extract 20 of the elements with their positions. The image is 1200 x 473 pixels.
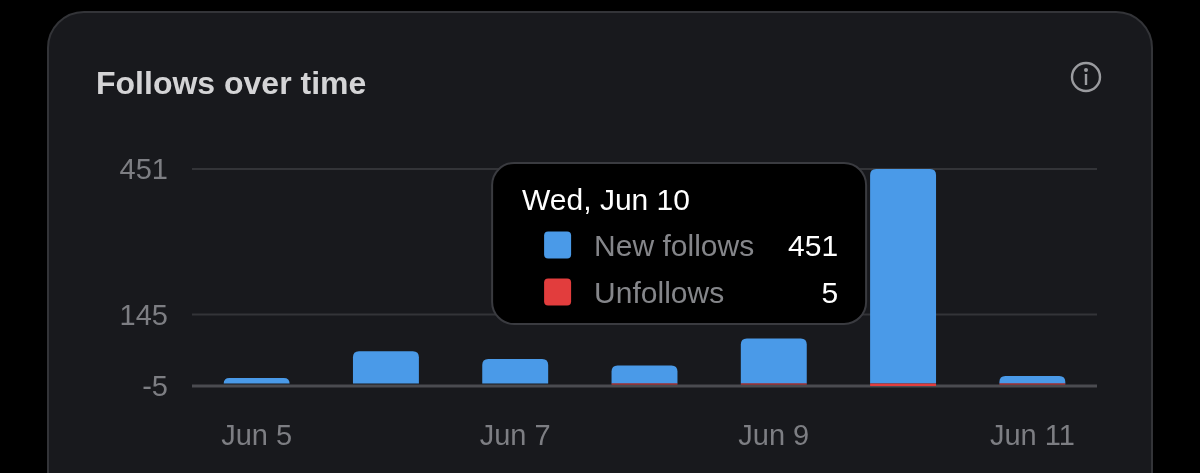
bar — [999, 376, 1066, 384]
bar — [611, 365, 678, 384]
x-tick-label: Jun 7 — [479, 419, 551, 451]
x-tick-label: Jun 11 — [989, 419, 1075, 451]
bar — [870, 169, 937, 384]
y-tick-label: -5 — [142, 370, 168, 402]
bar — [482, 358, 549, 384]
legend-label: Unfollows — [594, 275, 725, 309]
y-tick-label: 451 — [119, 153, 168, 185]
bar — [740, 338, 807, 384]
bar — [352, 351, 419, 384]
annotation: 5 — [821, 275, 839, 309]
x-tick-label: Jun 5 — [221, 419, 293, 451]
x-tick-label: Jun 9 — [738, 419, 810, 451]
annotation: 451 — [788, 228, 839, 262]
legend-label: New follows — [594, 228, 755, 262]
y-tick-label: 145 — [119, 298, 168, 331]
annotation: Wed, Jun 10 — [522, 183, 690, 216]
bar — [223, 377, 290, 384]
chart-title: Follows over time — [96, 65, 367, 101]
